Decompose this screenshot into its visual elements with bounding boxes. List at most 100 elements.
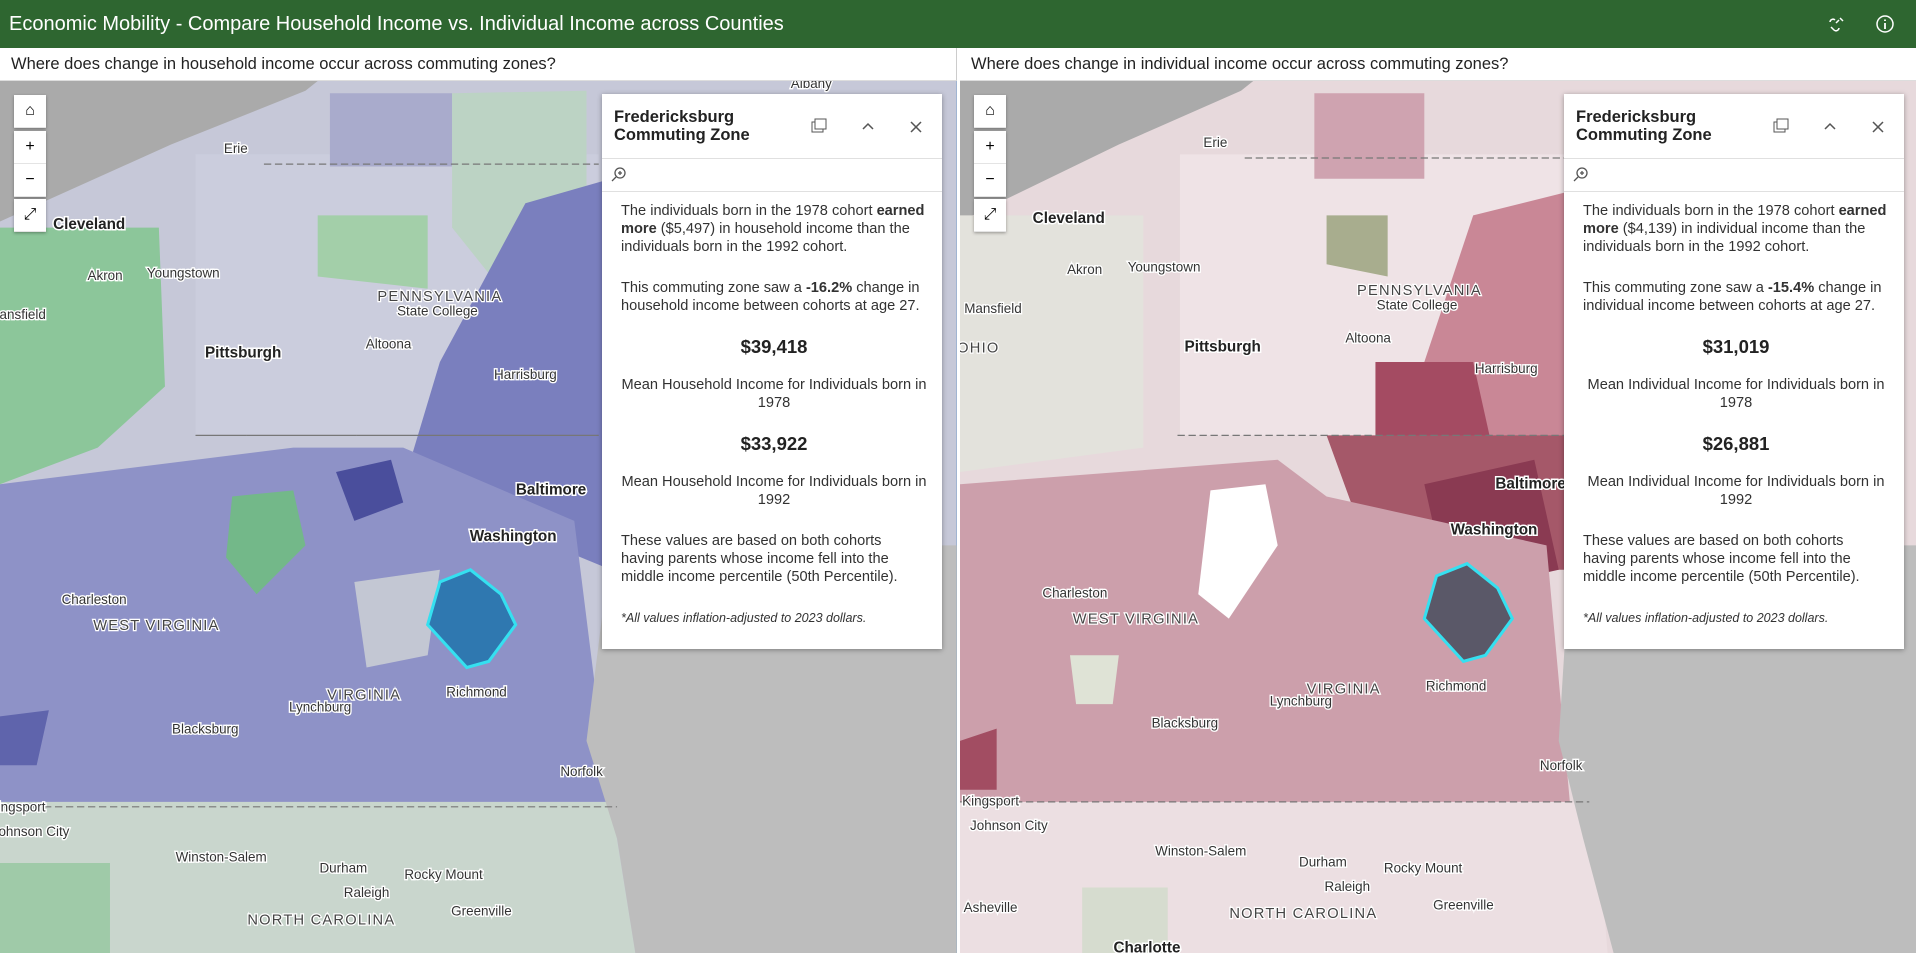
map-label: Blacksburg: [172, 721, 238, 736]
income-label: Mean Individual Income for Individuals b…: [1587, 377, 1885, 411]
text-segment: The individuals born in the 1978 cohort: [1583, 203, 1839, 219]
footnote: *All values inflation-adjusted to 2023 d…: [1583, 611, 1829, 625]
popup-text: These values are based on both cohorts h…: [621, 533, 898, 585]
footnote: *All values inflation-adjusted to 2023 d…: [621, 611, 867, 625]
text-segment: ($5,497) in household income than the in…: [621, 221, 910, 255]
map-label: Raleigh: [344, 885, 390, 900]
map-label: Greenville: [451, 903, 512, 918]
map-label: WEST VIRGINIA: [93, 618, 219, 634]
header: Economic Mobility - Compare Household In…: [0, 0, 1916, 48]
fullscreen-control[interactable]: ⤢: [14, 199, 46, 232]
map-label: Blacksburg: [1152, 715, 1218, 730]
map-label: Mansfield: [964, 301, 1022, 316]
income-value: $39,418: [740, 336, 808, 357]
text-segment: -15.4%: [1767, 280, 1815, 296]
info-button[interactable]: [1875, 14, 1895, 34]
fullscreen-control[interactable]: ⤢: [974, 199, 1006, 232]
zoom-to-button[interactable]: [1572, 166, 1590, 184]
map-label: Baltimore: [516, 481, 586, 498]
panel-question: Where does change in household income oc…: [0, 48, 957, 81]
income-value: $26,881: [1702, 433, 1770, 454]
popup-actions: [602, 158, 942, 192]
popup-actions: [1564, 158, 1904, 192]
map-label: Altoona: [1345, 330, 1391, 345]
income-label: Mean Household Income for Individuals bo…: [621, 474, 927, 508]
map-label: Erie: [1203, 135, 1227, 150]
map-label: PENNSYLVANIA: [1357, 283, 1482, 299]
fullscreen-button[interactable]: ⤢: [14, 199, 46, 232]
text-segment: ($4,139) in individual income than the i…: [1583, 221, 1866, 255]
map-label: Durham: [319, 861, 367, 876]
zoom-in-button[interactable]: +: [14, 131, 46, 164]
map-label: Youngstown: [147, 266, 220, 281]
map-label: Akron: [88, 268, 123, 283]
zoom-control: + −: [974, 131, 1006, 197]
popup: Fredericksburg Commuting Zone The individ…: [602, 94, 942, 649]
text-segment: This commuting zone saw a: [621, 280, 806, 296]
text-segment: change in household income between cohor…: [621, 280, 920, 314]
map-label: Johnson City: [0, 824, 70, 839]
map-label: Cleveland: [1033, 210, 1105, 227]
close-button[interactable]: [1868, 117, 1888, 137]
map-label: Kingsport: [962, 793, 1019, 808]
text-segment: This commuting zone saw a: [1583, 280, 1768, 296]
map-label: Youngstown: [1128, 259, 1201, 274]
close-button[interactable]: [906, 117, 926, 137]
map-label: Asheville: [964, 900, 1018, 915]
zoom-out-button[interactable]: −: [974, 164, 1006, 197]
dock-button[interactable]: [809, 117, 829, 137]
map-label: OHIO: [960, 340, 1000, 356]
map-label: Norfolk: [560, 764, 603, 779]
fullscreen-button[interactable]: ⤢: [974, 199, 1006, 232]
collapse-button[interactable]: [858, 117, 878, 137]
text-segment: The individuals born in the 1978 cohort: [621, 203, 877, 219]
home-control[interactable]: ⌂: [14, 95, 46, 128]
popup-title: Fredericksburg Commuting Zone: [1576, 108, 1712, 144]
map-label: Albany: [791, 81, 832, 91]
map: Erie Cleveland Akron Youngstown PENNSYLVANIA…: [960, 81, 1916, 953]
map-label: Richmond: [446, 685, 507, 700]
map-label: NORTH CAROLINA: [247, 912, 395, 928]
map-label: Baltimore: [1495, 475, 1565, 492]
share-button[interactable]: [1827, 14, 1847, 34]
map-label: Harrisburg: [494, 367, 557, 382]
map-label: Charlotte: [1113, 940, 1180, 953]
map-label: Durham: [1299, 855, 1347, 870]
popup-text: The individuals born in the 1978 cohort …: [621, 202, 927, 256]
map-label: Mansfield: [0, 307, 46, 322]
map-label: Pittsburgh: [205, 345, 281, 362]
popup: Fredericksburg Commuting Zone The individ…: [1564, 94, 1904, 649]
home-control[interactable]: ⌂: [974, 95, 1006, 128]
text-segment: earned more: [621, 203, 925, 237]
popup-body: The individuals born in the 1978 cohort …: [1583, 202, 1889, 650]
dock-button[interactable]: [1771, 117, 1791, 137]
collapse-button[interactable]: [1820, 117, 1840, 137]
map-label: Altoona: [366, 336, 412, 351]
home-button[interactable]: ⌂: [14, 95, 46, 128]
income-label: Mean Household Income for Individuals bo…: [621, 377, 927, 411]
income-label: Mean Individual Income for Individuals b…: [1587, 474, 1885, 508]
map-label: Erie: [224, 141, 248, 156]
map-label: Cleveland: [53, 216, 125, 233]
map-label: WEST VIRGINIA: [1073, 612, 1199, 628]
income-value: $31,019: [1702, 336, 1770, 357]
text-segment: earned more: [1583, 203, 1887, 237]
map-label: Pittsburgh: [1185, 338, 1261, 355]
map-label: Johnson City: [970, 818, 1048, 833]
map-label: Kingsport: [0, 800, 46, 815]
map-label: VIRGINIA: [327, 687, 401, 703]
zoom-out-button[interactable]: −: [14, 164, 46, 197]
map-label: State College: [1377, 297, 1458, 312]
map-label: Washington: [1451, 522, 1538, 539]
zoom-to-button[interactable]: [610, 166, 628, 184]
map-view[interactable]: Albany Erie Cleveland Akron Youngstown PENNSY…: [0, 81, 957, 953]
map-label: Harrisburg: [1475, 361, 1538, 376]
popup-text: This commuting zone saw a -16.2% change …: [621, 279, 927, 315]
home-button[interactable]: ⌂: [974, 95, 1006, 128]
map-view[interactable]: Erie Cleveland Akron Youngstown PENNSYLVANIA…: [960, 81, 1916, 953]
map-label: Rocky Mount: [1384, 861, 1463, 876]
zoom-in-button[interactable]: +: [974, 131, 1006, 164]
map-label: PENNSYLVANIA: [377, 289, 502, 305]
